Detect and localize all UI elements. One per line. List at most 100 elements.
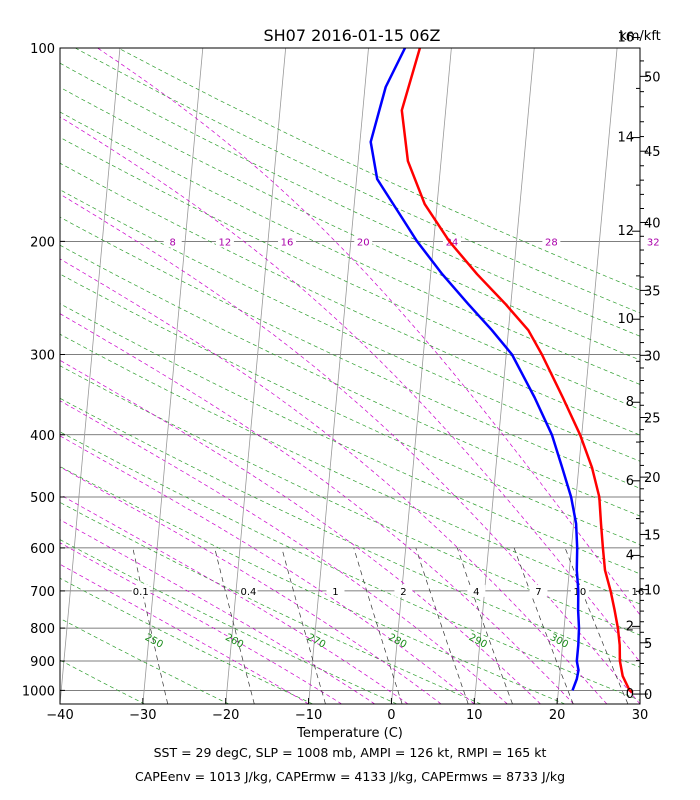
dry-adiabat-line (60, 189, 640, 462)
isotherm-line (60, 48, 121, 704)
plot-frame (59, 47, 641, 705)
moist-adiabat-label: 32 (647, 237, 660, 248)
label-bg (326, 584, 345, 597)
label-bg (239, 584, 258, 597)
label-bg (215, 235, 234, 248)
mixing-ratio-line (564, 547, 629, 704)
label-bg (163, 235, 182, 248)
moist-adiabat-label: 12 (219, 237, 232, 248)
mixing-ratio-label: 2 (400, 587, 406, 598)
profile-lines (369, 48, 634, 694)
x-tick-label: −20 (212, 708, 239, 723)
km-tick-label: 16 (617, 31, 634, 46)
pressure-tick-label: 600 (30, 542, 55, 557)
pressure-tick-label: 100 (30, 42, 55, 57)
pressure-tick-label: 1000 (22, 684, 55, 699)
dry-adiabat-line (60, 136, 640, 410)
isotherm-line (0, 48, 37, 704)
dry-adiabat-line (60, 397, 640, 668)
moist-adiabat-label: 28 (545, 237, 558, 248)
mixing-ratio-line (513, 547, 574, 704)
x-tick-label: −30 (129, 708, 156, 723)
km-tick-label: 10 (617, 312, 634, 327)
pressure-tick-label: 200 (30, 235, 55, 250)
x-tick-label: 0 (387, 708, 395, 723)
kft-tick-label: 10 (644, 584, 661, 599)
moist-adiabat-line (60, 563, 309, 704)
mixing-ratio-label: 10 (574, 587, 587, 598)
moist-adiabat-line (60, 466, 442, 704)
moist-adiabat-line (60, 116, 640, 663)
mixing-ratio-line (353, 547, 403, 704)
dry-adiabat-line (60, 501, 481, 704)
moist-adiabat-line (60, 519, 376, 704)
dewpoint-profile (369, 48, 581, 691)
dry-adiabat-line (60, 216, 640, 489)
label-bg (570, 584, 589, 597)
mixing-ratio-label: 16 (632, 587, 645, 598)
kft-tick-label: 20 (644, 471, 661, 486)
isotherm-line (473, 48, 535, 704)
pressure-tick-label: 900 (30, 655, 55, 670)
dry-adiabat-line (60, 303, 640, 575)
moist-adiabat-line (60, 494, 409, 704)
label-bg (467, 584, 486, 597)
mixing-ratio-line (132, 547, 169, 704)
potential-temperature-label: 250 (143, 632, 165, 651)
kft-tick-label: 15 (644, 528, 661, 543)
chart-title: SH07 2016-01-15 06Z (263, 26, 440, 45)
dry-adiabat-line (60, 618, 229, 704)
isotherm-line (225, 48, 287, 704)
km-tick-label: 14 (617, 131, 634, 146)
mixing-ratio-label: 4 (473, 587, 479, 598)
isotherm-line (391, 48, 452, 704)
dry-adiabat-line (60, 62, 640, 337)
kft-tick-label: 35 (644, 284, 661, 299)
mixing-ratio-line (281, 547, 326, 704)
moist-adiabat-line (60, 193, 640, 704)
label-bg (278, 235, 297, 248)
mixing-ratio-line (214, 547, 255, 704)
dry-adiabat-line (60, 273, 640, 545)
mixing-ratio-line (456, 547, 513, 704)
dry-adiabat-line (60, 703, 61, 704)
pressure-tick-label: 300 (30, 348, 55, 363)
dry-adiabat-line (60, 466, 565, 704)
moist-adiabat-line (60, 400, 508, 704)
dry-adiabat-line (60, 162, 640, 436)
moist-adiabat-line (60, 313, 574, 704)
moist-adiabat-line (60, 359, 541, 704)
mixing-ratio-label: 7 (535, 587, 541, 598)
kft-tick-label: 25 (644, 411, 661, 426)
x-tick-label: −40 (46, 708, 73, 723)
moist-adiabat-line (60, 258, 608, 704)
moist-adiabat-line (97, 48, 640, 616)
potential-temperature-label: 260 (223, 632, 245, 651)
x-tick-label: 10 (466, 708, 483, 723)
x-tick-label: 20 (549, 708, 566, 723)
axes: −40 −30 −20 −10 0 10 20 30100200300400500600700… (22, 31, 661, 723)
km-tick-label: 4 (626, 548, 634, 563)
km-tick-label: 12 (617, 224, 634, 239)
pressure-tick-label: 400 (30, 429, 55, 444)
potential-temperature-label: 290 (467, 632, 489, 651)
km-tick-label: 8 (626, 395, 634, 410)
moist-adiabat-line (60, 542, 342, 704)
potential-temperature-label: 300 (548, 632, 570, 651)
dry-adiabat-line (75, 48, 640, 314)
isotherm-line (142, 48, 204, 704)
moist-adiabat-label: 16 (281, 237, 294, 248)
x-tick-label: −10 (295, 708, 322, 723)
dry-adiabat-line (60, 244, 640, 517)
x-tick-label: 30 (632, 708, 649, 723)
dry-adiabat-line (60, 111, 640, 385)
label-bg (644, 235, 663, 248)
label-bg (394, 584, 413, 597)
dry-adiabat-line (60, 659, 145, 704)
km-tick-label: 0 (626, 687, 634, 702)
moist-adiabat-label: 20 (357, 237, 370, 248)
isotherm-line (308, 48, 369, 704)
pressure-tick-label: 500 (30, 491, 55, 506)
dry-adiabat-line (60, 333, 640, 605)
